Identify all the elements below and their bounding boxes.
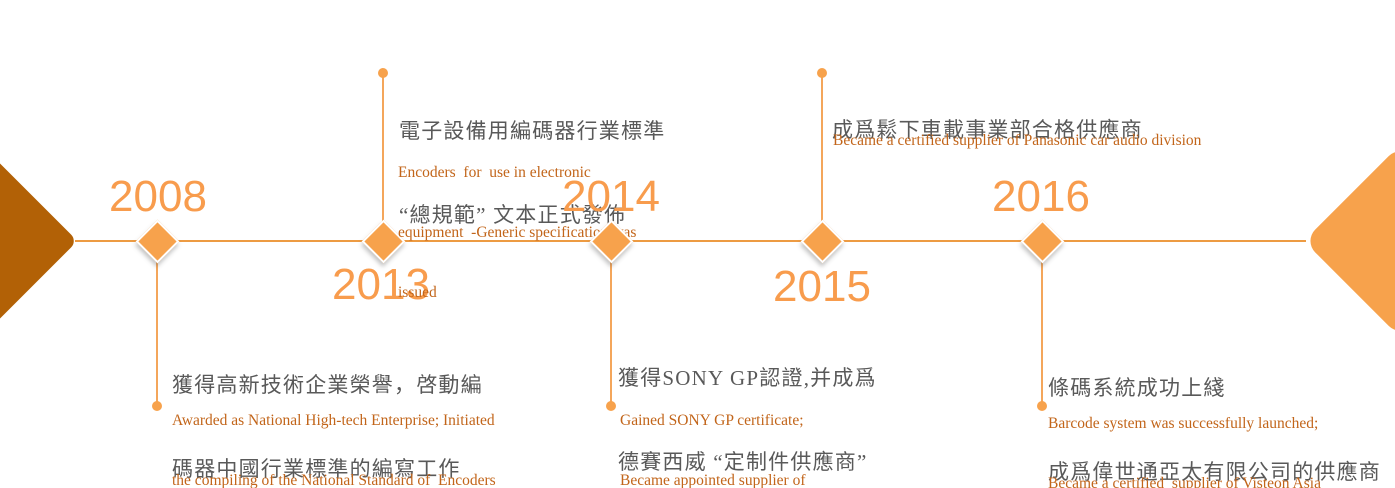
event-connector-line bbox=[1041, 258, 1043, 406]
timeline-axis-line bbox=[75, 240, 1306, 242]
year-label: 2015 bbox=[773, 262, 871, 311]
event-description-en: Awarded as National High-tech Enterprise… bbox=[172, 412, 496, 488]
event-connector-line bbox=[821, 76, 823, 224]
milestone-diamond-icon bbox=[800, 219, 844, 263]
event-connector-line bbox=[382, 76, 384, 224]
event-description-en: Gained SONY GP certificate; Became appoi… bbox=[620, 412, 806, 488]
event-endpoint-dot-icon bbox=[378, 68, 388, 78]
timeline-start-arrow-icon bbox=[0, 150, 78, 332]
event-description-zh: 成爲鬆下車載事業部合格供應商 bbox=[832, 118, 1143, 142]
year-label: 2013 bbox=[332, 260, 430, 309]
event-description-zh: 獲得SONY GP認證,并成爲 德賽西威 “定制件供應商” bbox=[618, 366, 877, 474]
event-description-en: Became a certified supplier of Panasonic… bbox=[833, 132, 1202, 149]
event-endpoint-dot-icon bbox=[817, 68, 827, 78]
event-description-zh: 條碼系統成功上綫 成爲偉世通亞太有限公司的供應商 bbox=[1048, 376, 1381, 484]
event-description-zh: 獲得高新技術企業榮譽，啓動編 碼器中國行業標準的編寫工作 bbox=[172, 373, 483, 481]
year-label: 2008 bbox=[109, 172, 207, 221]
event-endpoint-dot-icon bbox=[152, 401, 162, 411]
year-label: 2016 bbox=[992, 172, 1090, 221]
event-description-en: Barcode system was successfully launched… bbox=[1048, 415, 1321, 488]
timeline-end-arrow-icon bbox=[1303, 144, 1395, 338]
event-endpoint-dot-icon bbox=[606, 401, 616, 411]
event-endpoint-dot-icon bbox=[1037, 401, 1047, 411]
year-label: 2014 bbox=[562, 172, 660, 221]
event-description-zh: 電子設備用編碼器行業標準 “總規範” 文本正式發佈 bbox=[399, 119, 666, 227]
milestone-diamond-icon bbox=[135, 219, 179, 263]
event-connector-line bbox=[610, 258, 612, 406]
milestone-diamond-icon bbox=[1020, 219, 1064, 263]
event-connector-line bbox=[156, 258, 158, 406]
